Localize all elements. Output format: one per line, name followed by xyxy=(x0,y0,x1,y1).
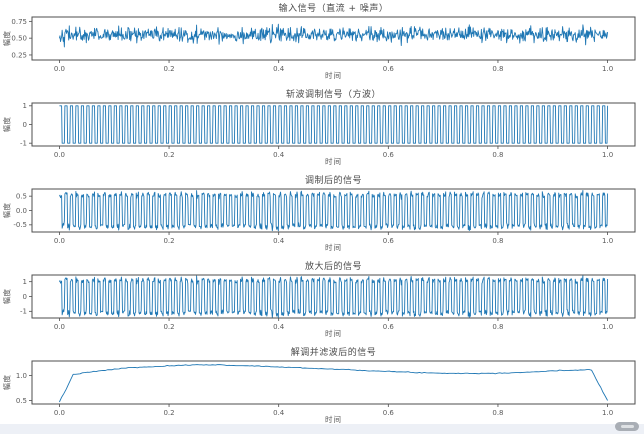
svg-text:1: 1 xyxy=(23,102,27,110)
x-axis-label: 时间 xyxy=(325,329,342,338)
subplot-amplified-signal: 放大后的信号 幅度 0.0 0.2 0.4 0.6 0.8 1.0 1 0 -1 时间 xyxy=(0,258,644,344)
svg-text:-1: -1 xyxy=(20,308,27,316)
svg-text:0.8: 0.8 xyxy=(492,151,503,159)
modulated-signal-plot: 0.0 0.2 0.4 0.6 0.8 1.0 0.5 0.0 -0.5 xyxy=(13,188,636,245)
subplot-modulated-signal: 调制后的信号 幅度 0.0 0.2 0.4 0.6 0.8 1.0 0.5 0.0 -0.5 时… xyxy=(0,172,644,258)
svg-text:0.4: 0.4 xyxy=(273,409,285,417)
x-axis-label: 时间 xyxy=(325,71,342,80)
plot-title: 放大后的信号 xyxy=(304,262,362,272)
plot-title: 解调并滤波后的信号 xyxy=(290,348,377,358)
svg-text:-1: -1 xyxy=(20,140,27,148)
plot-title: 斩波调制信号（方波） xyxy=(285,90,381,100)
svg-text:0.2: 0.2 xyxy=(163,323,174,331)
subplot-input-signal: 输入信号（直流 + 噪声） 幅度 0.0 0.2 0.4 0.6 0.8 1.0 0.25 0… xyxy=(0,0,644,86)
svg-text:0.4: 0.4 xyxy=(273,323,285,331)
svg-text:0.2: 0.2 xyxy=(163,409,174,417)
svg-text:0.0: 0.0 xyxy=(54,151,65,159)
svg-text:0.8: 0.8 xyxy=(492,409,503,417)
svg-text:0.4: 0.4 xyxy=(273,237,285,245)
svg-text:0.4: 0.4 xyxy=(273,65,285,73)
svg-text:0.0: 0.0 xyxy=(54,65,65,73)
svg-text:0.50: 0.50 xyxy=(11,35,27,43)
demodulated-signal-plot: 0.0 0.2 0.4 0.6 0.8 1.0 1.0 0.5 xyxy=(16,360,636,417)
svg-text:0.6: 0.6 xyxy=(383,151,395,159)
svg-text:0.6: 0.6 xyxy=(383,237,395,245)
watermark-mark-icon xyxy=(620,425,634,428)
svg-text:0.25: 0.25 xyxy=(11,51,27,59)
svg-text:1.0: 1.0 xyxy=(602,151,613,159)
svg-text:0.6: 0.6 xyxy=(383,409,395,417)
x-axis-label: 时间 xyxy=(325,243,342,252)
watermark-badge xyxy=(615,422,639,431)
svg-text:0.5: 0.5 xyxy=(16,397,27,405)
svg-text:0: 0 xyxy=(23,121,27,129)
input-signal-plot: 0.0 0.2 0.4 0.6 0.8 1.0 0.25 0.50 0.75 xyxy=(11,16,636,73)
svg-text:0.2: 0.2 xyxy=(163,151,174,159)
svg-text:1.0: 1.0 xyxy=(602,65,613,73)
svg-text:1.0: 1.0 xyxy=(16,372,27,380)
svg-text:1.0: 1.0 xyxy=(602,237,613,245)
footer-strip xyxy=(0,424,644,434)
svg-text:0.5: 0.5 xyxy=(16,193,27,201)
svg-text:0.4: 0.4 xyxy=(273,151,285,159)
svg-text:0.0: 0.0 xyxy=(54,323,65,331)
amplified-signal-plot: 0.0 0.2 0.4 0.6 0.8 1.0 1 0 -1 xyxy=(20,274,636,331)
subplot-demodulated-filtered-signal: 解调并滤波后的信号 幅度 0.0 0.2 0.4 0.6 0.8 1.0 1.0 0.5 时间 xyxy=(0,344,644,430)
svg-text:0.2: 0.2 xyxy=(163,237,174,245)
svg-text:0.0: 0.0 xyxy=(16,207,27,215)
svg-text:1.0: 1.0 xyxy=(602,409,613,417)
svg-text:0.75: 0.75 xyxy=(11,18,27,26)
svg-text:0.6: 0.6 xyxy=(383,65,395,73)
svg-text:0.6: 0.6 xyxy=(383,323,395,331)
plot-title: 调制后的信号 xyxy=(304,176,362,186)
svg-text:0.2: 0.2 xyxy=(163,65,174,73)
svg-text:0.8: 0.8 xyxy=(492,323,503,331)
svg-text:-0.5: -0.5 xyxy=(13,221,27,229)
square-wave-plot: 0.0 0.2 0.4 0.6 0.8 1.0 1 0 -1 xyxy=(20,102,636,159)
x-axis-label: 时间 xyxy=(325,415,342,424)
svg-text:0.0: 0.0 xyxy=(54,237,65,245)
svg-text:0.8: 0.8 xyxy=(492,65,503,73)
svg-text:0.8: 0.8 xyxy=(492,237,503,245)
svg-text:1: 1 xyxy=(23,278,27,286)
svg-text:0.0: 0.0 xyxy=(54,409,65,417)
svg-text:0: 0 xyxy=(23,293,27,301)
x-axis-label: 时间 xyxy=(325,157,342,166)
svg-text:1.0: 1.0 xyxy=(602,323,613,331)
plot-title: 输入信号（直流 + 噪声） xyxy=(278,4,389,14)
subplot-chopper-square-wave: 斩波调制信号（方波） 幅度 0.0 0.2 0.4 0.6 0.8 1.0 1 0 -1 时间 xyxy=(0,86,644,172)
